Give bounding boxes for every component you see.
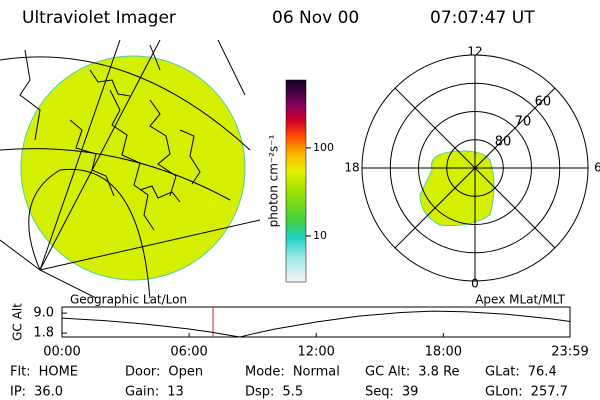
status-label: Flt:: [10, 365, 31, 380]
auroral-region: [419, 150, 495, 226]
status-value: 3.8 Re: [418, 365, 459, 380]
status-value: Open: [168, 365, 203, 380]
status-label: Door:: [125, 365, 160, 380]
image-disk: [20, 55, 246, 281]
status-value: 76.4: [528, 365, 557, 380]
status-label: Seq:: [365, 385, 394, 400]
status-value: HOME: [39, 365, 78, 380]
status-value: 257.7: [531, 385, 568, 400]
status-label: GLon:: [485, 385, 523, 400]
polar-label: Apex MLat/MLT: [475, 293, 565, 307]
mlt-label: 0: [471, 277, 479, 291]
status-label: Mode:: [245, 365, 285, 380]
polar-plot: [361, 54, 589, 282]
status-value: 36.0: [34, 385, 63, 400]
map-label: Geographic Lat/Lon: [70, 293, 187, 307]
mlt-spoke: [394, 87, 556, 249]
colorbar: [285, 79, 307, 283]
x-tick-label: 18:00: [425, 345, 462, 360]
map-lines: [0, 40, 261, 298]
mlt-label: 12: [467, 45, 482, 59]
lat-label: 80: [495, 135, 512, 150]
colorbar-tick-label: 100: [313, 141, 334, 154]
status-label: Gain:: [125, 385, 159, 400]
time: 07:07:47 UT: [430, 8, 535, 28]
status-value: 39: [402, 385, 419, 400]
mlt-label: 18: [344, 161, 359, 175]
status-label: GLat:: [485, 365, 520, 380]
status-label: GC Alt:: [365, 365, 410, 380]
y-tick-label: 9.0: [33, 306, 54, 321]
lat-label: 60: [535, 95, 552, 110]
x-tick-label: 12:00: [297, 345, 334, 360]
colorbar-label: photon cm⁻²s⁻¹: [267, 134, 281, 227]
status-label: Dsp:: [245, 385, 274, 400]
colorbar-tick-label: 10: [313, 229, 327, 242]
lat-label: 70: [515, 115, 532, 130]
altitude-ylabel: GC Alt: [11, 303, 25, 341]
altitude-curve: [61, 310, 571, 338]
x-tick-label: 00:00: [43, 345, 80, 360]
date: 06 Nov 00: [272, 8, 359, 28]
x-tick-label: 06:00: [170, 345, 207, 360]
title: Ultraviolet Imager: [22, 8, 176, 28]
status-value: Normal: [293, 365, 340, 380]
x-tick-label: 23:59: [551, 345, 588, 360]
mlt-label: 6: [594, 161, 600, 175]
status-label: IP:: [10, 385, 26, 400]
status-value: 13: [167, 385, 184, 400]
y-tick-label: 1.8: [33, 326, 54, 341]
status-value: 5.5: [282, 385, 303, 400]
map: [0, 40, 261, 298]
